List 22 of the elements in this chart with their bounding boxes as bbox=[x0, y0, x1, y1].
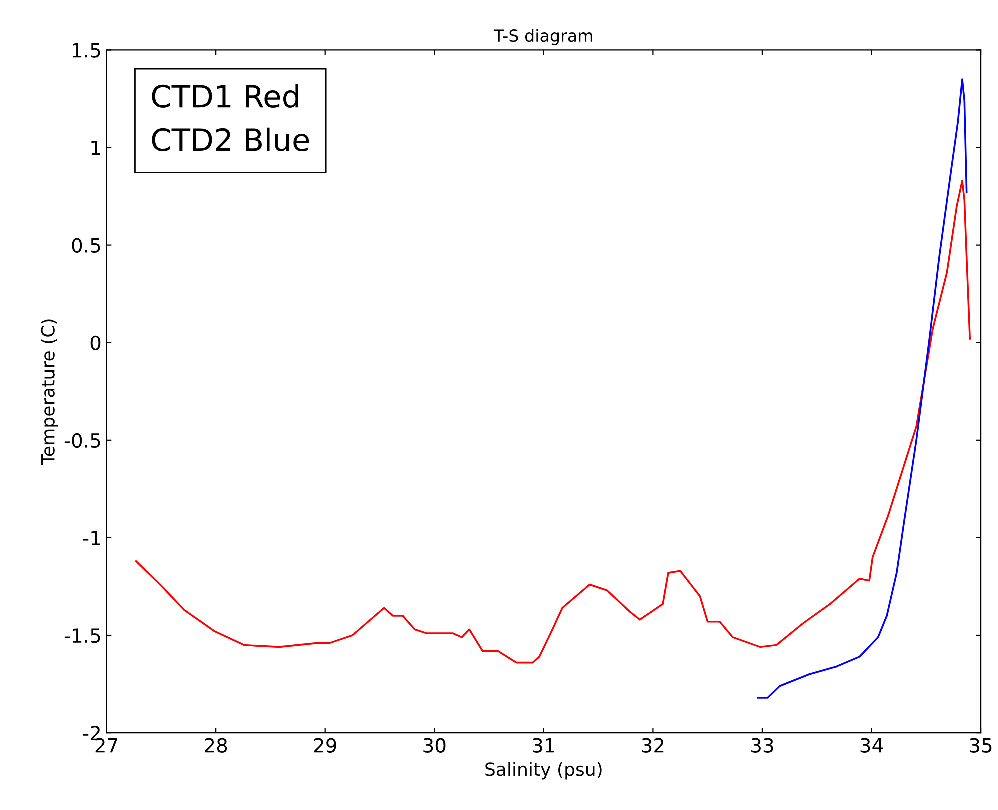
y-tick-label: 0.5 bbox=[72, 238, 100, 253]
x-tick-label: 35 bbox=[970, 738, 992, 753]
y-tick-label: 1.5 bbox=[73, 43, 100, 58]
chart-title: T-S diagram bbox=[494, 29, 592, 46]
y-tick-label: 1 bbox=[92, 140, 100, 156]
x-tick-label: 30 bbox=[424, 738, 446, 753]
x-tick-label: 34 bbox=[860, 738, 884, 753]
x-tick-label: 32 bbox=[642, 738, 664, 753]
y-axis-title: Temperature (C) bbox=[40, 320, 58, 466]
y-tick-label: 0 bbox=[90, 336, 101, 351]
x-tick-label: 27 bbox=[96, 738, 118, 753]
y-tick-label: -1.5 bbox=[64, 628, 100, 644]
y-tick-label: -1 bbox=[83, 531, 100, 546]
x-tick-label: 31 bbox=[533, 738, 554, 753]
x-tick-label: 28 bbox=[205, 738, 228, 753]
y-tick-label: -0.5 bbox=[64, 433, 100, 448]
annotation: CTD1 Red CTD2 Blue bbox=[152, 84, 310, 152]
line-series bbox=[757, 78, 968, 699]
x-tick-label: 33 bbox=[752, 738, 774, 753]
line-series bbox=[135, 180, 972, 664]
x-axis-title: Salinity (psu) bbox=[486, 762, 602, 780]
x-tick-label: 29 bbox=[314, 738, 336, 753]
